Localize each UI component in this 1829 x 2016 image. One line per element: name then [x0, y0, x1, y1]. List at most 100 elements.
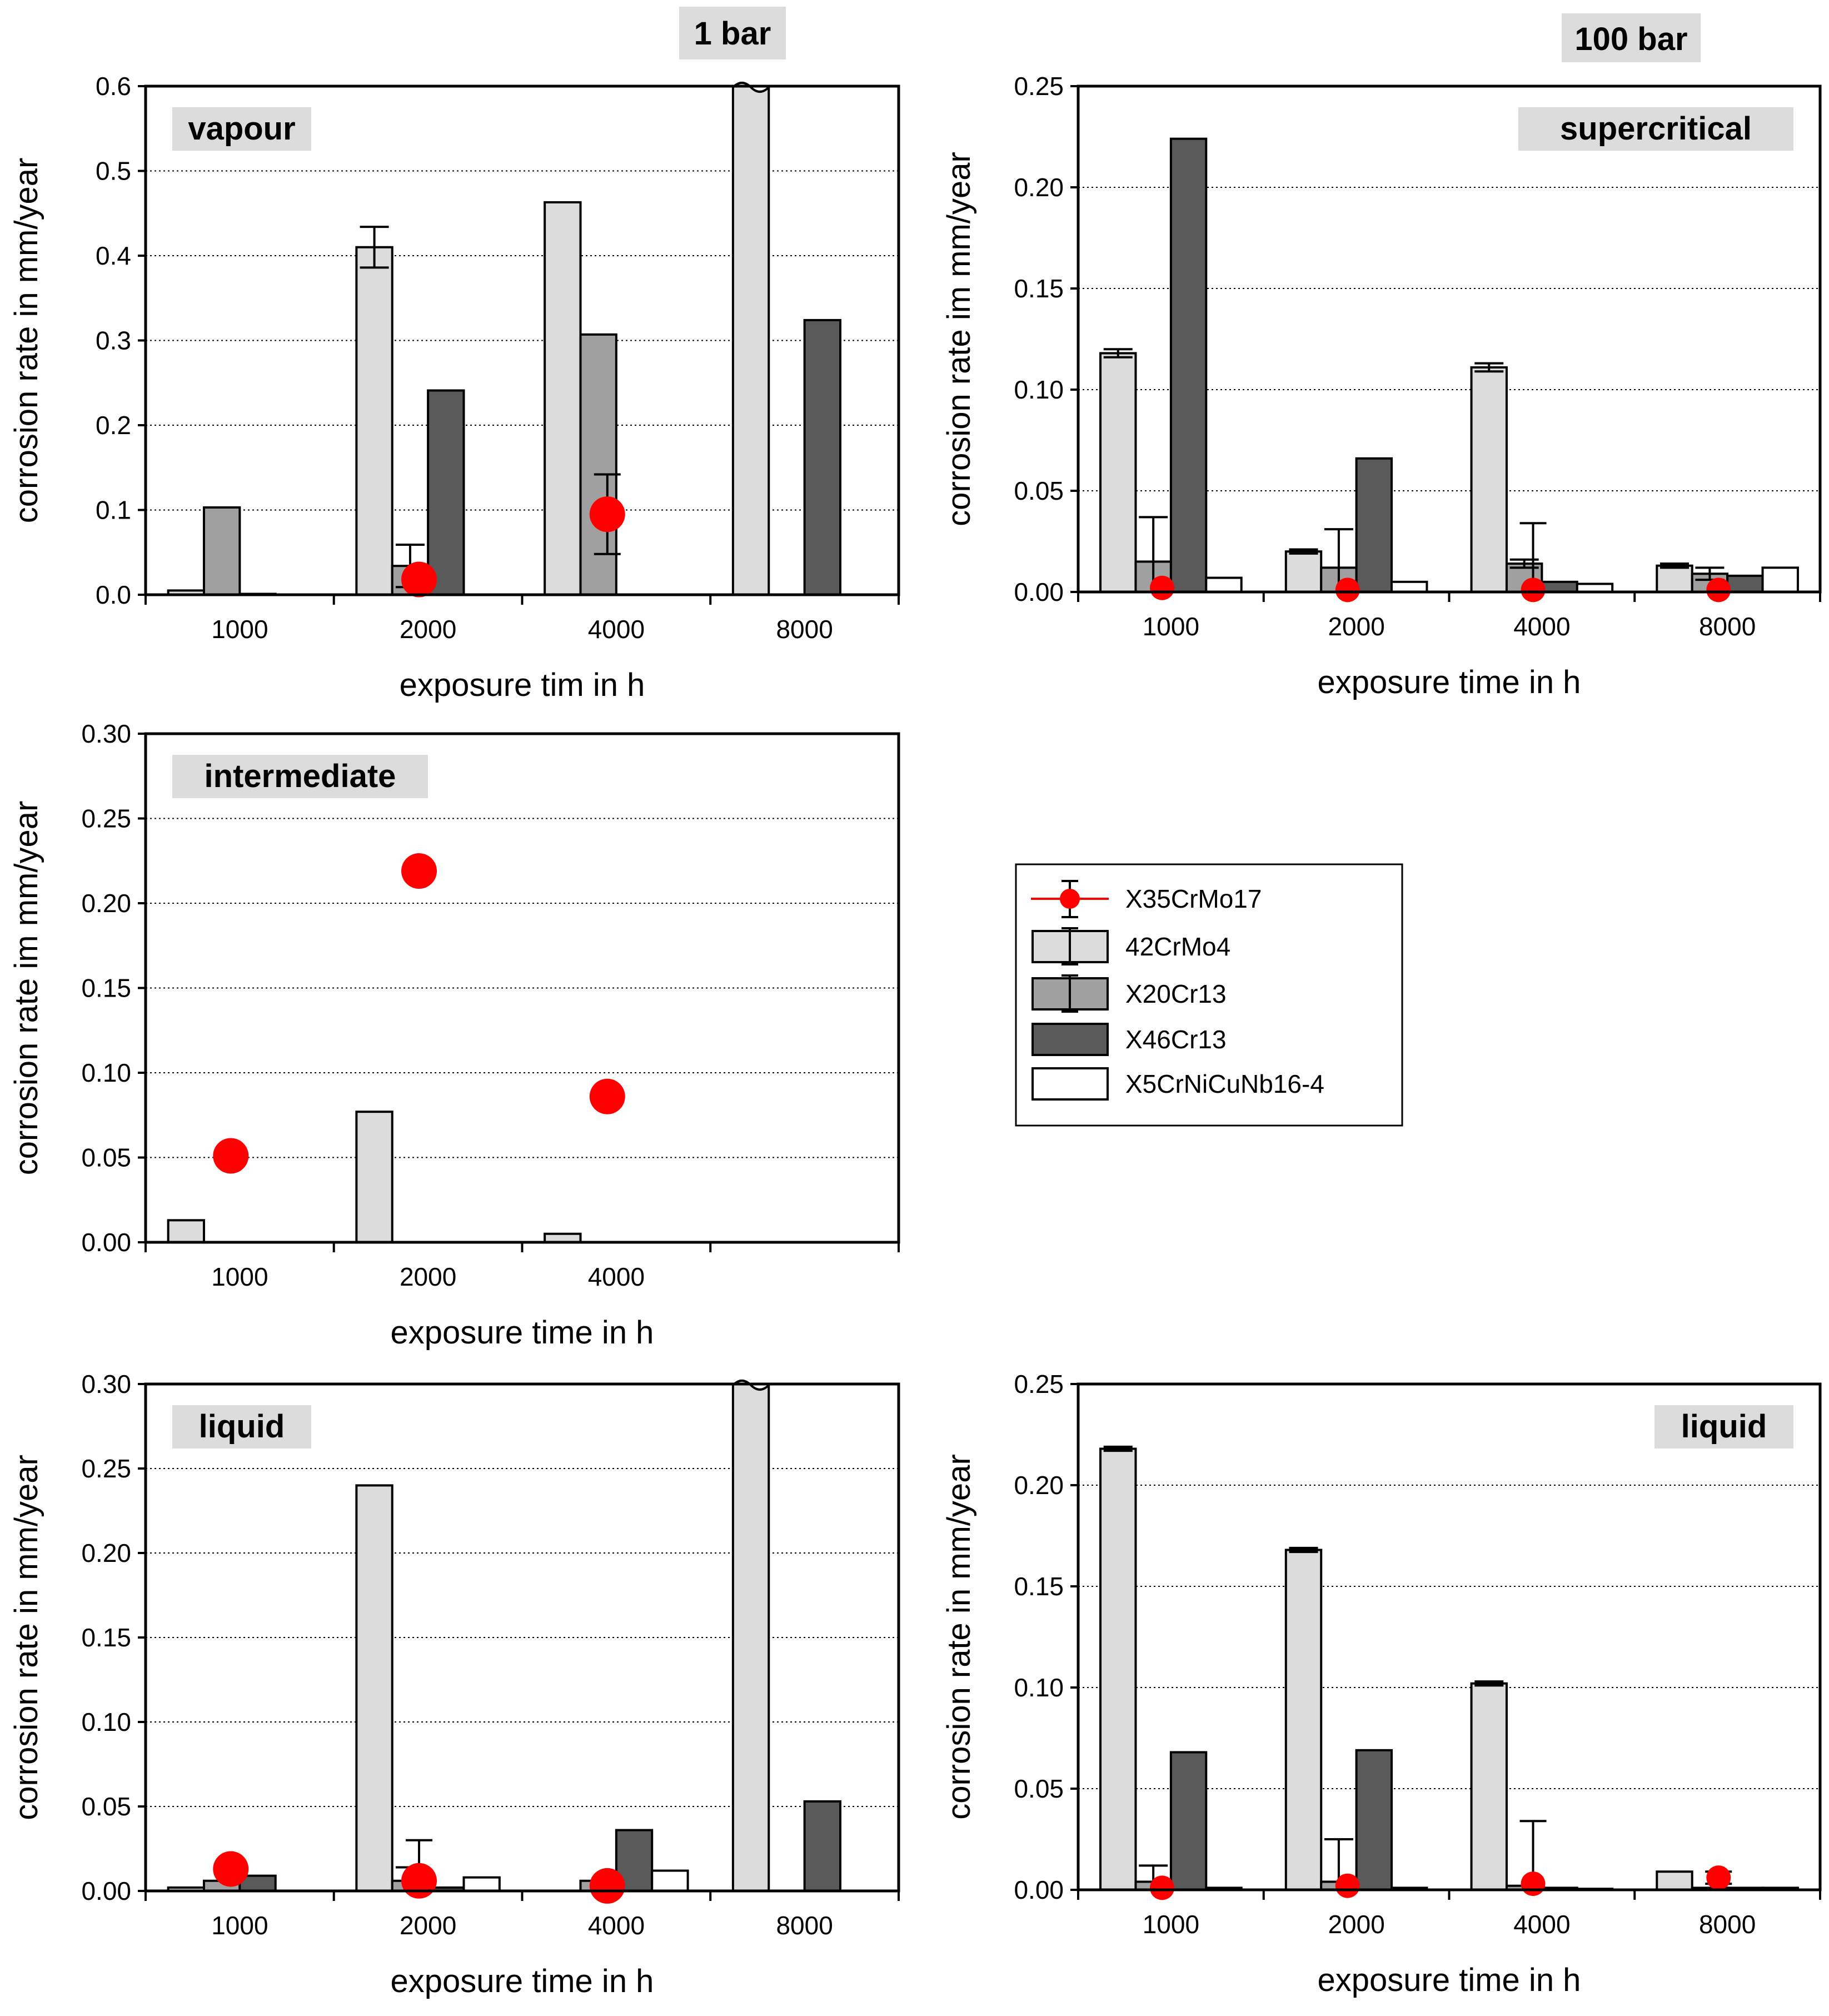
- marker-x35crmo17: [1706, 1865, 1731, 1890]
- condition-label-bg: [172, 107, 311, 151]
- x-axis-title: exposure time in h: [1318, 1962, 1581, 1998]
- y-tick-label: 0.05: [1014, 1774, 1064, 1803]
- header-100-bar: 100 bar: [1562, 13, 1701, 62]
- marker-x35crmo17: [1521, 578, 1546, 603]
- x-tick-label: 1000: [211, 1911, 268, 1940]
- bar-42crmo4: [731, 1383, 770, 1892]
- y-tick-label: 0.20: [1014, 173, 1064, 202]
- bar-x46cr13: [1169, 1751, 1208, 1891]
- x-axis-title: exposure time in h: [391, 1963, 654, 1999]
- x-tick-label: 2000: [400, 1262, 456, 1291]
- bar-x46cr13: [803, 1800, 841, 1892]
- y-tick-label: 0.10: [81, 1708, 131, 1736]
- y-tick-label: 0.10: [81, 1058, 131, 1087]
- chart-liquid-100bar: 0.00 0.05 0.10 0.15 0.20 0.25 1000 2000 4000 8000…: [941, 1370, 1822, 1998]
- legend-label: X35CrMo17: [1125, 884, 1262, 913]
- legend-item-42crmo4: 42CrMo4: [1031, 927, 1230, 965]
- x-tick-label: 4000: [588, 615, 645, 644]
- bar-42crmo4: [355, 1111, 393, 1244]
- marker-x35crmo17: [1335, 578, 1360, 603]
- marker-x35crmo17: [401, 1863, 437, 1899]
- bar-42crmo4: [1470, 366, 1508, 594]
- y-tick-label: 0.5: [96, 157, 131, 186]
- bar-42crmo4: [1284, 550, 1323, 594]
- y-axis-title: corrosion rate im mm/year: [941, 152, 977, 526]
- y-tick-label: 0.00: [1014, 578, 1064, 606]
- y-tick-label: 0.00: [81, 1228, 131, 1257]
- x-tick-label: 2000: [400, 615, 456, 644]
- y-tick-label: 0.25: [81, 1454, 131, 1483]
- y-tick-label: 0.3: [96, 326, 131, 355]
- bar-x5crnicunb16-4: [1391, 580, 1428, 594]
- y-tick-label: 0.25: [1014, 1370, 1064, 1398]
- bar-42crmo4: [1099, 1447, 1137, 1891]
- legend-label: 42CrMo4: [1125, 932, 1230, 961]
- legend-item-x5crnicunb16-4: X5CrNiCuNb16-4: [1031, 1067, 1324, 1101]
- x-tick-label: 8000: [1699, 1910, 1756, 1939]
- y-tick-label: 0.00: [1014, 1875, 1064, 1904]
- bar-x20cr13: [579, 333, 617, 596]
- marker-x35crmo17: [1521, 1871, 1546, 1896]
- bar-x46cr13: [803, 318, 841, 596]
- y-tick-label: 0.15: [81, 1623, 131, 1652]
- y-tick-label: 0.05: [81, 1792, 131, 1821]
- x-axis-title: exposure tim in h: [400, 667, 645, 703]
- plot-frame: [144, 1382, 900, 1893]
- bar-x5crnicunb16-4: [1761, 566, 1799, 594]
- header-1-bar-text: 1 bar: [694, 16, 771, 52]
- condition-label-bg: [172, 1405, 311, 1448]
- bar-42crmo4: [1656, 1870, 1693, 1891]
- bar-42crmo4: [1099, 352, 1137, 593]
- chart-intermediate-1bar: 0.00 0.05 0.10 0.15 0.20 0.25 0.30 1000 2000 4000…: [8, 719, 900, 1351]
- y-tick-label: 0.6: [96, 72, 131, 101]
- legend: X35CrMo17 42CrMo4 X20Cr13 X46Cr13 X5CrNi…: [1015, 863, 1403, 1127]
- x-tick-label: 2000: [400, 1911, 456, 1940]
- plot-frame: [1077, 1382, 1822, 1891]
- legend-item-x20cr13: X20Cr13: [1031, 974, 1227, 1013]
- bar-x5crnicunb16-4: [651, 1869, 689, 1893]
- marker-x35crmo17: [1150, 1875, 1175, 1900]
- marker-x35crmo17: [1706, 578, 1731, 603]
- y-axis-title: corrosion rate in mm/year: [941, 1454, 977, 1820]
- bar-x46cr13: [1541, 580, 1578, 594]
- y-tick-label: 0.10: [1014, 1673, 1064, 1702]
- y-tick-label: 0.10: [1014, 375, 1064, 404]
- condition-label: vapour: [188, 111, 295, 147]
- marker-x35crmo17: [589, 1868, 625, 1904]
- marker-x35crmo17: [589, 1078, 625, 1114]
- y-axis-title: corrosion rate in mm/year: [8, 158, 44, 524]
- marker-x35crmo17: [401, 561, 437, 598]
- y-tick-label: 0.05: [1014, 476, 1064, 505]
- y-tick-label: 0.05: [81, 1143, 131, 1172]
- bar-x46cr13: [427, 389, 465, 596]
- bar-42crmo4: [355, 246, 393, 596]
- legend-item-x46cr13: X46Cr13: [1031, 1023, 1227, 1056]
- y-tick-label: 0.20: [1014, 1471, 1064, 1500]
- marker-x35crmo17: [401, 853, 437, 889]
- y-tick-label: 0.20: [81, 889, 131, 918]
- bar-x5crnicunb16-4: [1205, 576, 1243, 594]
- y-tick-label: 0.30: [81, 1370, 131, 1398]
- chart-liquid-1bar: 0.00 0.05 0.10 0.15 0.20 0.25 0.30 1000 2000 4000…: [8, 1370, 900, 1999]
- x-tick-label: 1000: [211, 1262, 268, 1291]
- chart-vapour-1bar: 0.0 0.1 0.2 0.3 0.4 0.5 0.6 1000 2000 4000 8000 vap…: [8, 72, 900, 703]
- y-tick-label: 0.15: [1014, 1572, 1064, 1601]
- condition-label-bg: [1654, 1405, 1793, 1448]
- legend-label: X5CrNiCuNb16-4: [1125, 1069, 1324, 1098]
- header-1-bar: 1 bar: [679, 7, 786, 59]
- plot-frame: [144, 732, 900, 1244]
- header-100-bar-text: 100 bar: [1574, 21, 1687, 57]
- legend-marker-icon: [1060, 889, 1080, 909]
- condition-label: liquid: [199, 1408, 285, 1445]
- bar-42crmo4: [1284, 1549, 1323, 1891]
- bar-42crmo4: [1470, 1682, 1508, 1891]
- condition-label: liquid: [1681, 1408, 1767, 1445]
- bar-42crmo4: [731, 85, 770, 596]
- y-tick-label: 0.20: [81, 1539, 131, 1567]
- y-axis-title: corrosion rate in mm/year: [8, 1455, 44, 1820]
- condition-label: supercritical: [1560, 111, 1752, 147]
- marker-x35crmo17: [1335, 1873, 1360, 1898]
- legend-label: X46Cr13: [1125, 1025, 1227, 1054]
- y-tick-label: 0.30: [81, 719, 131, 748]
- x-tick-label: 8000: [776, 1911, 833, 1940]
